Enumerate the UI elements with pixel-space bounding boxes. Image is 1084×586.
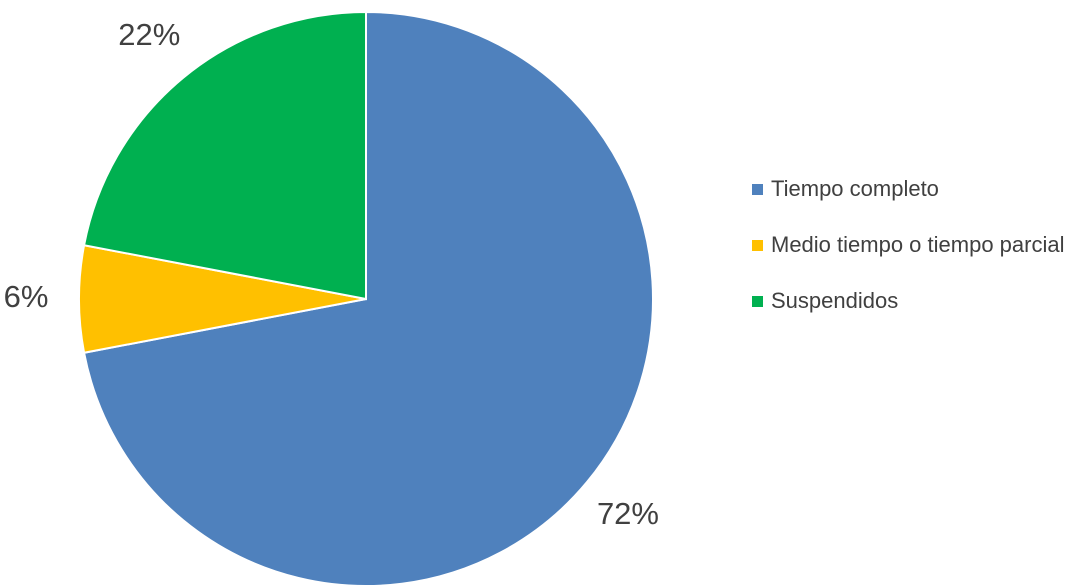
legend-item: Tiempo completo: [752, 172, 1082, 206]
data-label: 6%: [4, 279, 49, 314]
data-label: 22%: [118, 17, 180, 52]
legend-label: Suspendidos: [771, 288, 899, 313]
pie-slice: [82, 10, 367, 301]
legend-item: Medio tiempo o tiempo parcial: [752, 228, 1082, 262]
legend-label: Medio tiempo o tiempo parcial: [771, 232, 1065, 257]
legend-swatch: [752, 296, 763, 307]
legend-label: Tiempo completo: [771, 176, 939, 201]
legend-swatch: [752, 184, 763, 195]
data-label: 72%: [597, 496, 659, 531]
legend-swatch: [752, 240, 763, 251]
legend: Tiempo completo Medio tiempo o tiempo par…: [752, 172, 1082, 340]
pie-slice: [82, 10, 654, 586]
legend-item: Suspendidos: [752, 284, 1082, 318]
